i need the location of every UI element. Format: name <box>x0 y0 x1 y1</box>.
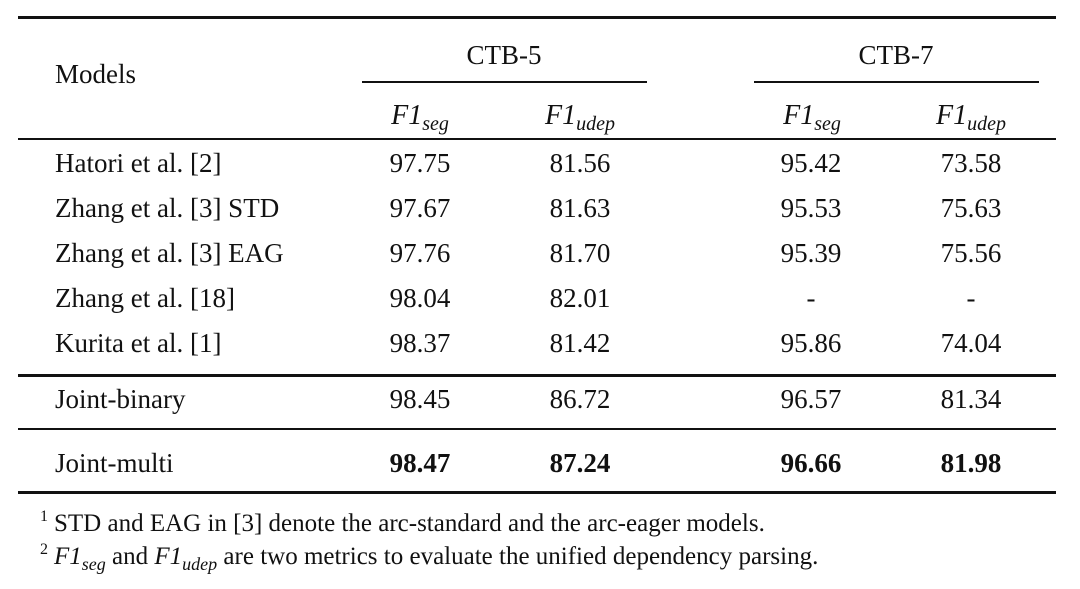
value-cell: 97.75 <box>389 148 451 178</box>
models-header: Models <box>55 59 136 89</box>
value-cell: 74.04 <box>940 328 1002 358</box>
metric-header-ctb7-udep: F1udep <box>936 100 1006 135</box>
footnote-2: 2 F1seg and F1udep are two metrics to eva… <box>40 541 818 575</box>
value-cell-best: 87.24 <box>549 448 611 478</box>
footnote-1: 1 STD and EAG in [3] denote the arc-stand… <box>40 508 765 538</box>
footnote-text: STD and EAG in [3] denote the arc-standa… <box>54 510 765 537</box>
value-cell: 75.56 <box>940 238 1002 268</box>
value-cell: 81.63 <box>549 193 611 223</box>
value-cell-best: 96.66 <box>780 448 842 478</box>
value-cell: 98.45 <box>389 384 451 414</box>
value-cell: 95.42 <box>780 148 842 178</box>
value-cell: 95.53 <box>780 193 842 223</box>
model-name: Kurita et al. [1] <box>55 328 222 358</box>
value-cell: - <box>966 283 976 313</box>
ctb5-group-rule <box>362 81 647 83</box>
value-cell: 86.72 <box>549 384 611 414</box>
value-cell-best: 81.98 <box>940 448 1002 478</box>
footnote-text: are two metrics to evaluate the unified … <box>217 543 819 570</box>
group-header-ctb7: CTB-7 <box>858 40 934 70</box>
baseline-separator-rule <box>18 374 1056 377</box>
ctb7-group-rule <box>754 81 1039 83</box>
value-cell: 98.04 <box>389 283 451 313</box>
value-cell: 96.57 <box>780 384 842 414</box>
model-name: Zhang et al. [3] STD <box>55 193 280 223</box>
value-cell: 73.58 <box>940 148 1002 178</box>
value-cell: 98.37 <box>389 328 451 358</box>
model-name: Zhang et al. [18] <box>55 283 235 313</box>
value-cell: 81.42 <box>549 328 611 358</box>
footnote-mark: 2 <box>40 541 48 558</box>
model-name: Hatori et al. [2] <box>55 148 222 178</box>
model-name: Zhang et al. [3] EAG <box>55 238 284 268</box>
joint-separator-rule <box>18 428 1056 430</box>
value-cell: 81.70 <box>549 238 611 268</box>
model-name: Joint-multi <box>55 448 174 478</box>
model-name: Joint-binary <box>55 384 186 414</box>
value-cell: 75.63 <box>940 193 1002 223</box>
table-top-rule <box>18 16 1056 19</box>
footnote-metric-udep: F1udep <box>154 543 218 574</box>
group-header-ctb5: CTB-5 <box>466 40 542 70</box>
metric-header-ctb5-udep: F1udep <box>545 100 615 135</box>
value-cell: 97.76 <box>389 238 451 268</box>
footnote-metric-seg: F1seg <box>54 543 106 574</box>
footnote-text: and <box>105 543 155 570</box>
value-cell: 81.56 <box>549 148 611 178</box>
value-cell: 81.34 <box>940 384 1002 414</box>
metric-header-ctb7-seg: F1seg <box>783 100 841 135</box>
footnote-mark: 1 <box>40 508 48 525</box>
value-cell: 97.67 <box>389 193 451 223</box>
value-cell: 95.86 <box>780 328 842 358</box>
value-cell: 82.01 <box>549 283 611 313</box>
value-cell: - <box>806 283 816 313</box>
metric-header-ctb5-seg: F1seg <box>391 100 449 135</box>
value-cell: 95.39 <box>780 238 842 268</box>
table-bottom-rule <box>18 491 1056 494</box>
header-bottom-rule <box>18 138 1056 140</box>
value-cell-best: 98.47 <box>389 448 451 478</box>
